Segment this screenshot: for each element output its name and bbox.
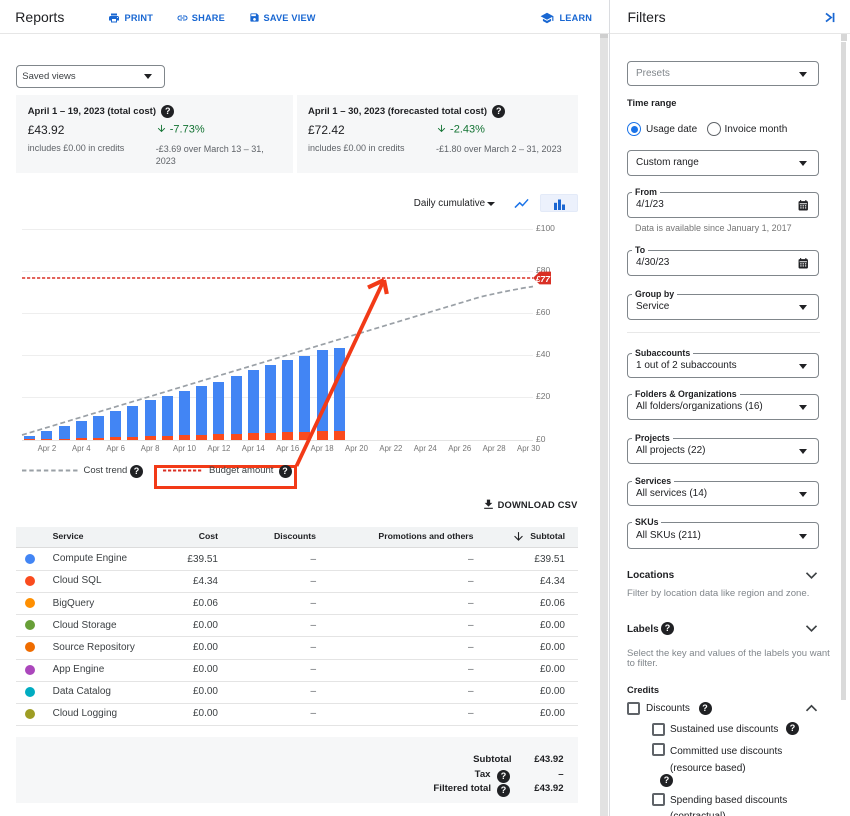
svg-text:£77: £77 <box>535 274 552 284</box>
